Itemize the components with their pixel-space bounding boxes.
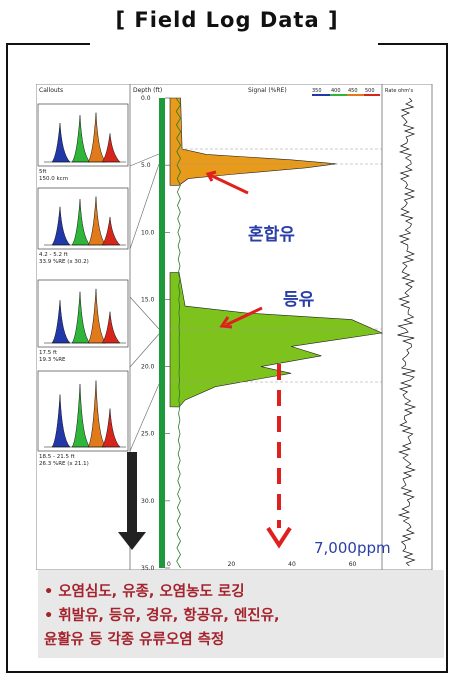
rate-trace [397,97,417,567]
callout-caption: 19.3 %RE [39,357,66,363]
mixed-oil-arrowhead [205,170,217,182]
kerosene-arrowhead [219,316,233,329]
concentration-arrowhead [266,526,292,549]
kerosene-arrow [225,306,263,327]
y-tick-label: 0.0 [141,95,151,102]
spectrum-peak [51,206,71,246]
callout-caption: 18.5 - 21.5 ft [39,454,76,460]
spectrum-peak [87,112,107,163]
spectrum-peak [87,288,107,344]
callout-caption: 26.3 %RE (x 21.1) [39,461,89,467]
legend-swatch [312,94,330,96]
callout-caption: 5ft [39,169,47,175]
signal-area-series [169,272,384,408]
y-axis: 0.0 5.0 10.0 15.0 20.0 25.0 30.0 35.0 [141,95,170,572]
log-svg: Callouts Depth (ft) Signal (%RE) Rate oh… [35,83,433,572]
x-tick-label: 40 [288,561,296,568]
rate-title: Rate ohm's [385,88,414,94]
spectrum-peak [71,199,91,246]
y-tick-label: 5.0 [141,162,151,169]
page-title: [ Field Log Data ] [115,8,339,32]
y-tick-label: 20.0 [141,364,155,371]
y-tick-label: 30.0 [141,498,155,505]
title-rule-right [378,43,446,45]
callout-connectors [129,153,160,452]
callout-caption: 150.0 kcm [39,176,68,182]
spectrum-peak [71,115,91,163]
mixed-oil-label: 혼합유 [248,224,295,245]
callout-caption: 4.2 - 5.2 ft [39,252,69,258]
signal-plot [169,97,384,569]
mixed-oil-arrow [209,173,249,195]
title-rule-left [6,43,90,45]
kerosene-label: 등유 [283,290,315,310]
depth-track [159,98,165,568]
y-tick-label: 10.0 [141,229,155,236]
signal-baseline [175,97,182,569]
callout-caption: 17.5 ft [39,350,58,356]
concentration-label: 7,000ppm [314,539,391,557]
spectrum-peak [51,300,71,344]
depth-arrow-shaft [127,452,137,534]
x-axis: 0 20 40 60 [167,561,357,568]
info-bullet: • 오염심도, 유종, 오염농도 로깅 [44,584,245,600]
spectrum-peak [71,291,91,344]
log-figure: Callouts Depth (ft) Signal (%RE) Rate oh… [35,83,444,572]
y-tick-label: 35.0 [141,565,155,570]
depth-title: Depth (ft) [133,87,162,94]
x-tick-label: 20 [228,561,236,568]
signal-title: Signal (%RE) [248,87,287,94]
spectrum-peak [51,122,71,163]
legend-swatch [347,94,364,96]
frame-border [6,43,448,673]
spectrum-peak [101,216,121,246]
info-box: • 오염심도, 유종, 오염농도 로깅 • 휘발유, 등유, 경유, 항공유, … [38,570,444,659]
spectrum-peak [101,408,121,448]
spectrum-peak [101,133,121,163]
legend-label: 350 [312,88,322,94]
spectrum-peak [71,383,91,448]
legend-label: 400 [331,88,341,94]
legend-label: 500 [365,88,375,94]
depth-guides [170,148,382,383]
info-bullet: 윤활유 등 각종 유류오염 측정 [44,632,225,648]
x-tick-label: 0 [167,561,171,568]
depth-arrow-head [118,532,146,550]
info-bullet: • 휘발유, 등유, 경유, 항공유, 엔진유, [44,608,280,624]
signal-area-series [169,97,337,186]
spectrum-peak [87,380,107,448]
callout-caption: 33.9 %RE (x 30.2) [39,259,89,265]
x-tick-label: 60 [349,561,357,568]
spectrum-peak [87,196,107,246]
legend-swatch [330,94,347,96]
spectrum-peak [101,311,121,344]
spectrum-peak [51,394,71,448]
left-panel-title: Callouts [39,87,63,94]
y-tick-label: 25.0 [141,431,155,438]
legend-label: 450 [348,88,358,94]
y-tick-label: 15.0 [141,296,155,303]
spectra-legend: 350 400 450 500 [312,88,380,96]
legend-swatch [364,94,380,96]
